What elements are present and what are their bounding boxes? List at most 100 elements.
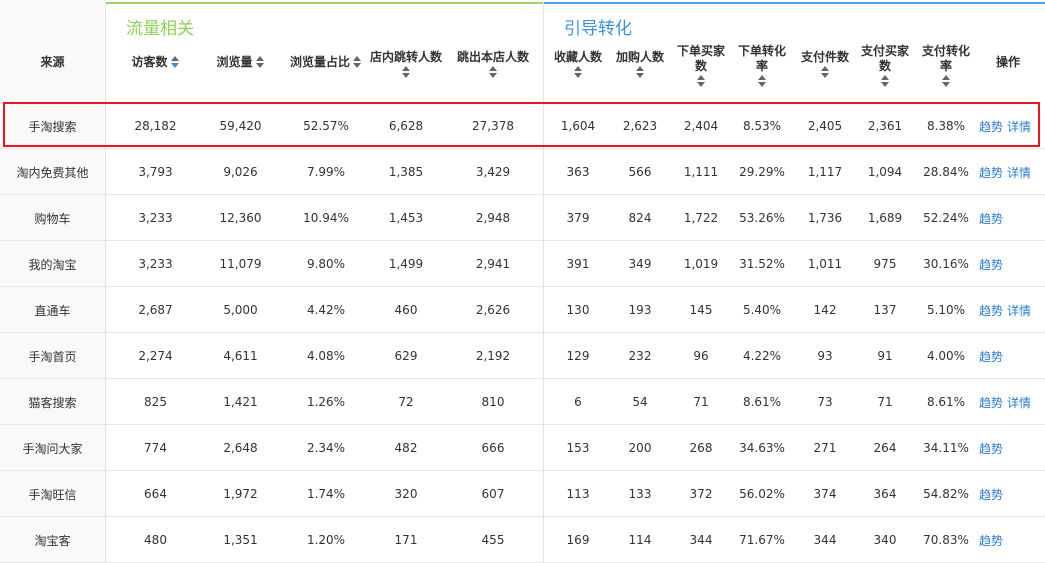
order-buyers-cell: 344 bbox=[689, 533, 713, 547]
order-buyers-cell: 1,019 bbox=[683, 257, 719, 271]
header-visitors[interactable]: 访客数 bbox=[108, 44, 203, 80]
sort-icon[interactable] bbox=[488, 66, 498, 78]
trend-link[interactable]: 趋势 bbox=[979, 441, 1004, 456]
detail-link[interactable]: 详情 bbox=[1007, 119, 1032, 134]
sort-icon[interactable] bbox=[635, 66, 645, 78]
pay-buyers-cell: 1,094 bbox=[867, 165, 903, 179]
trend-link[interactable]: 趋势 bbox=[979, 349, 1004, 364]
ops-cell: 趋势 详情 bbox=[979, 287, 1041, 333]
pageviews-cell: 59,420 bbox=[219, 119, 262, 133]
sort-icon[interactable] bbox=[820, 66, 830, 78]
header-bounce[interactable]: 跳出本店人数 bbox=[447, 44, 539, 84]
group-divider bbox=[543, 2, 544, 563]
pay-rate-cell: 28.84% bbox=[923, 165, 969, 179]
pay-items-cell: 93 bbox=[817, 349, 833, 363]
header-pay-items[interactable]: 支付件数 bbox=[795, 44, 855, 84]
trend-link[interactable]: 趋势 bbox=[979, 119, 1004, 134]
header-pay-buyers[interactable]: 支付买家数 bbox=[855, 44, 915, 87]
trend-link[interactable]: 趋势 bbox=[979, 257, 1004, 272]
pay-items-cell: 374 bbox=[813, 487, 837, 501]
visitors-cell: 28,182 bbox=[134, 119, 177, 133]
store-jump-cell: 1,385 bbox=[388, 165, 424, 179]
sort-icon[interactable] bbox=[170, 56, 180, 68]
order-rate-cell: 56.02% bbox=[739, 487, 785, 501]
row-divider bbox=[0, 286, 1045, 287]
header-store-jump[interactable]: 店内跳转人数 bbox=[364, 44, 448, 84]
detail-link[interactable]: 详情 bbox=[1007, 395, 1032, 410]
sort-icon[interactable] bbox=[941, 75, 951, 87]
row-divider bbox=[0, 424, 1045, 425]
source-cell: 手淘首页 bbox=[28, 349, 77, 364]
ops-cell: 趋势 bbox=[979, 195, 1041, 241]
header-pv-ratio[interactable]: 浏览量占比 bbox=[280, 44, 372, 80]
traffic-group-bar bbox=[106, 2, 543, 4]
ops-cell: 趋势 bbox=[979, 333, 1041, 379]
source-column-background bbox=[0, 0, 105, 563]
pv-ratio-cell: 52.57% bbox=[303, 119, 349, 133]
pay-rate-cell: 70.83% bbox=[923, 533, 969, 547]
add-cart-cell: 566 bbox=[628, 165, 652, 179]
trend-link[interactable]: 趋势 bbox=[979, 211, 1004, 226]
favorites-cell: 169 bbox=[566, 533, 590, 547]
pv-ratio-cell: 1.74% bbox=[306, 487, 346, 501]
order-buyers-cell: 96 bbox=[693, 349, 709, 363]
sort-icon[interactable] bbox=[880, 75, 890, 87]
header-pageviews[interactable]: 浏览量 bbox=[203, 44, 278, 80]
detail-link[interactable]: 详情 bbox=[1007, 303, 1032, 318]
order-rate-cell: 8.53% bbox=[742, 119, 782, 133]
trend-link[interactable]: 趋势 bbox=[979, 303, 1004, 318]
add-cart-cell: 114 bbox=[628, 533, 652, 547]
sort-icon[interactable] bbox=[401, 66, 411, 78]
sort-icon[interactable] bbox=[696, 75, 706, 87]
traffic-group-title: 流量相关 bbox=[126, 19, 194, 39]
pay-buyers-cell: 91 bbox=[877, 349, 893, 363]
pay-rate-cell: 34.11% bbox=[923, 441, 969, 455]
header-order-rate-label: 下单转化率 bbox=[737, 44, 786, 73]
source-cell: 手淘问大家 bbox=[22, 441, 83, 456]
order-rate-cell: 71.67% bbox=[739, 533, 785, 547]
sort-icon[interactable] bbox=[255, 56, 265, 68]
favorites-cell: 129 bbox=[566, 349, 590, 363]
pay-items-cell: 1,011 bbox=[807, 257, 843, 271]
store-jump-cell: 1,453 bbox=[388, 211, 424, 225]
pageviews-cell: 4,611 bbox=[223, 349, 258, 363]
pay-buyers-cell: 975 bbox=[873, 257, 897, 271]
pay-buyers-cell: 264 bbox=[873, 441, 897, 455]
pay-items-cell: 1,736 bbox=[807, 211, 843, 225]
order-buyers-cell: 71 bbox=[693, 395, 709, 409]
header-source: 来源 bbox=[40, 54, 65, 69]
header-favorites[interactable]: 收藏人数 bbox=[548, 44, 608, 84]
order-buyers-cell: 1,722 bbox=[683, 211, 719, 225]
row-divider bbox=[0, 332, 1045, 333]
add-cart-cell: 2,623 bbox=[622, 119, 658, 133]
add-cart-cell: 824 bbox=[628, 211, 652, 225]
detail-link[interactable]: 详情 bbox=[1007, 165, 1032, 180]
store-jump-cell: 482 bbox=[394, 441, 418, 455]
bounce-cell: 2,948 bbox=[475, 211, 511, 225]
header-add-cart[interactable]: 加购人数 bbox=[610, 44, 670, 84]
pageviews-cell: 1,972 bbox=[223, 487, 258, 501]
source-cell: 直通车 bbox=[34, 303, 71, 318]
visitors-cell: 3,793 bbox=[138, 165, 173, 179]
trend-link[interactable]: 趋势 bbox=[979, 533, 1004, 548]
header-pay-rate[interactable]: 支付转化率 bbox=[917, 44, 975, 87]
header-order-rate[interactable]: 下单转化率 bbox=[734, 44, 790, 87]
add-cart-cell: 193 bbox=[628, 303, 652, 317]
trend-link[interactable]: 趋势 bbox=[979, 165, 1004, 180]
store-jump-cell: 320 bbox=[394, 487, 418, 501]
trend-link[interactable]: 趋势 bbox=[979, 487, 1004, 502]
sort-icon[interactable] bbox=[573, 66, 583, 78]
order-rate-cell: 4.22% bbox=[742, 349, 782, 363]
pageviews-cell: 12,360 bbox=[219, 211, 262, 225]
pay-buyers-cell: 1,689 bbox=[867, 211, 903, 225]
bounce-cell: 3,429 bbox=[475, 165, 511, 179]
order-buyers-cell: 372 bbox=[689, 487, 713, 501]
pay-items-cell: 271 bbox=[813, 441, 837, 455]
bounce-cell: 455 bbox=[481, 533, 505, 547]
trend-link[interactable]: 趋势 bbox=[979, 395, 1004, 410]
sort-icon[interactable] bbox=[353, 56, 362, 68]
source-cell: 我的淘宝 bbox=[28, 257, 77, 272]
ops-cell: 趋势 bbox=[979, 241, 1041, 287]
sort-icon[interactable] bbox=[757, 75, 767, 87]
header-order-buyers[interactable]: 下单买家数 bbox=[673, 44, 729, 87]
